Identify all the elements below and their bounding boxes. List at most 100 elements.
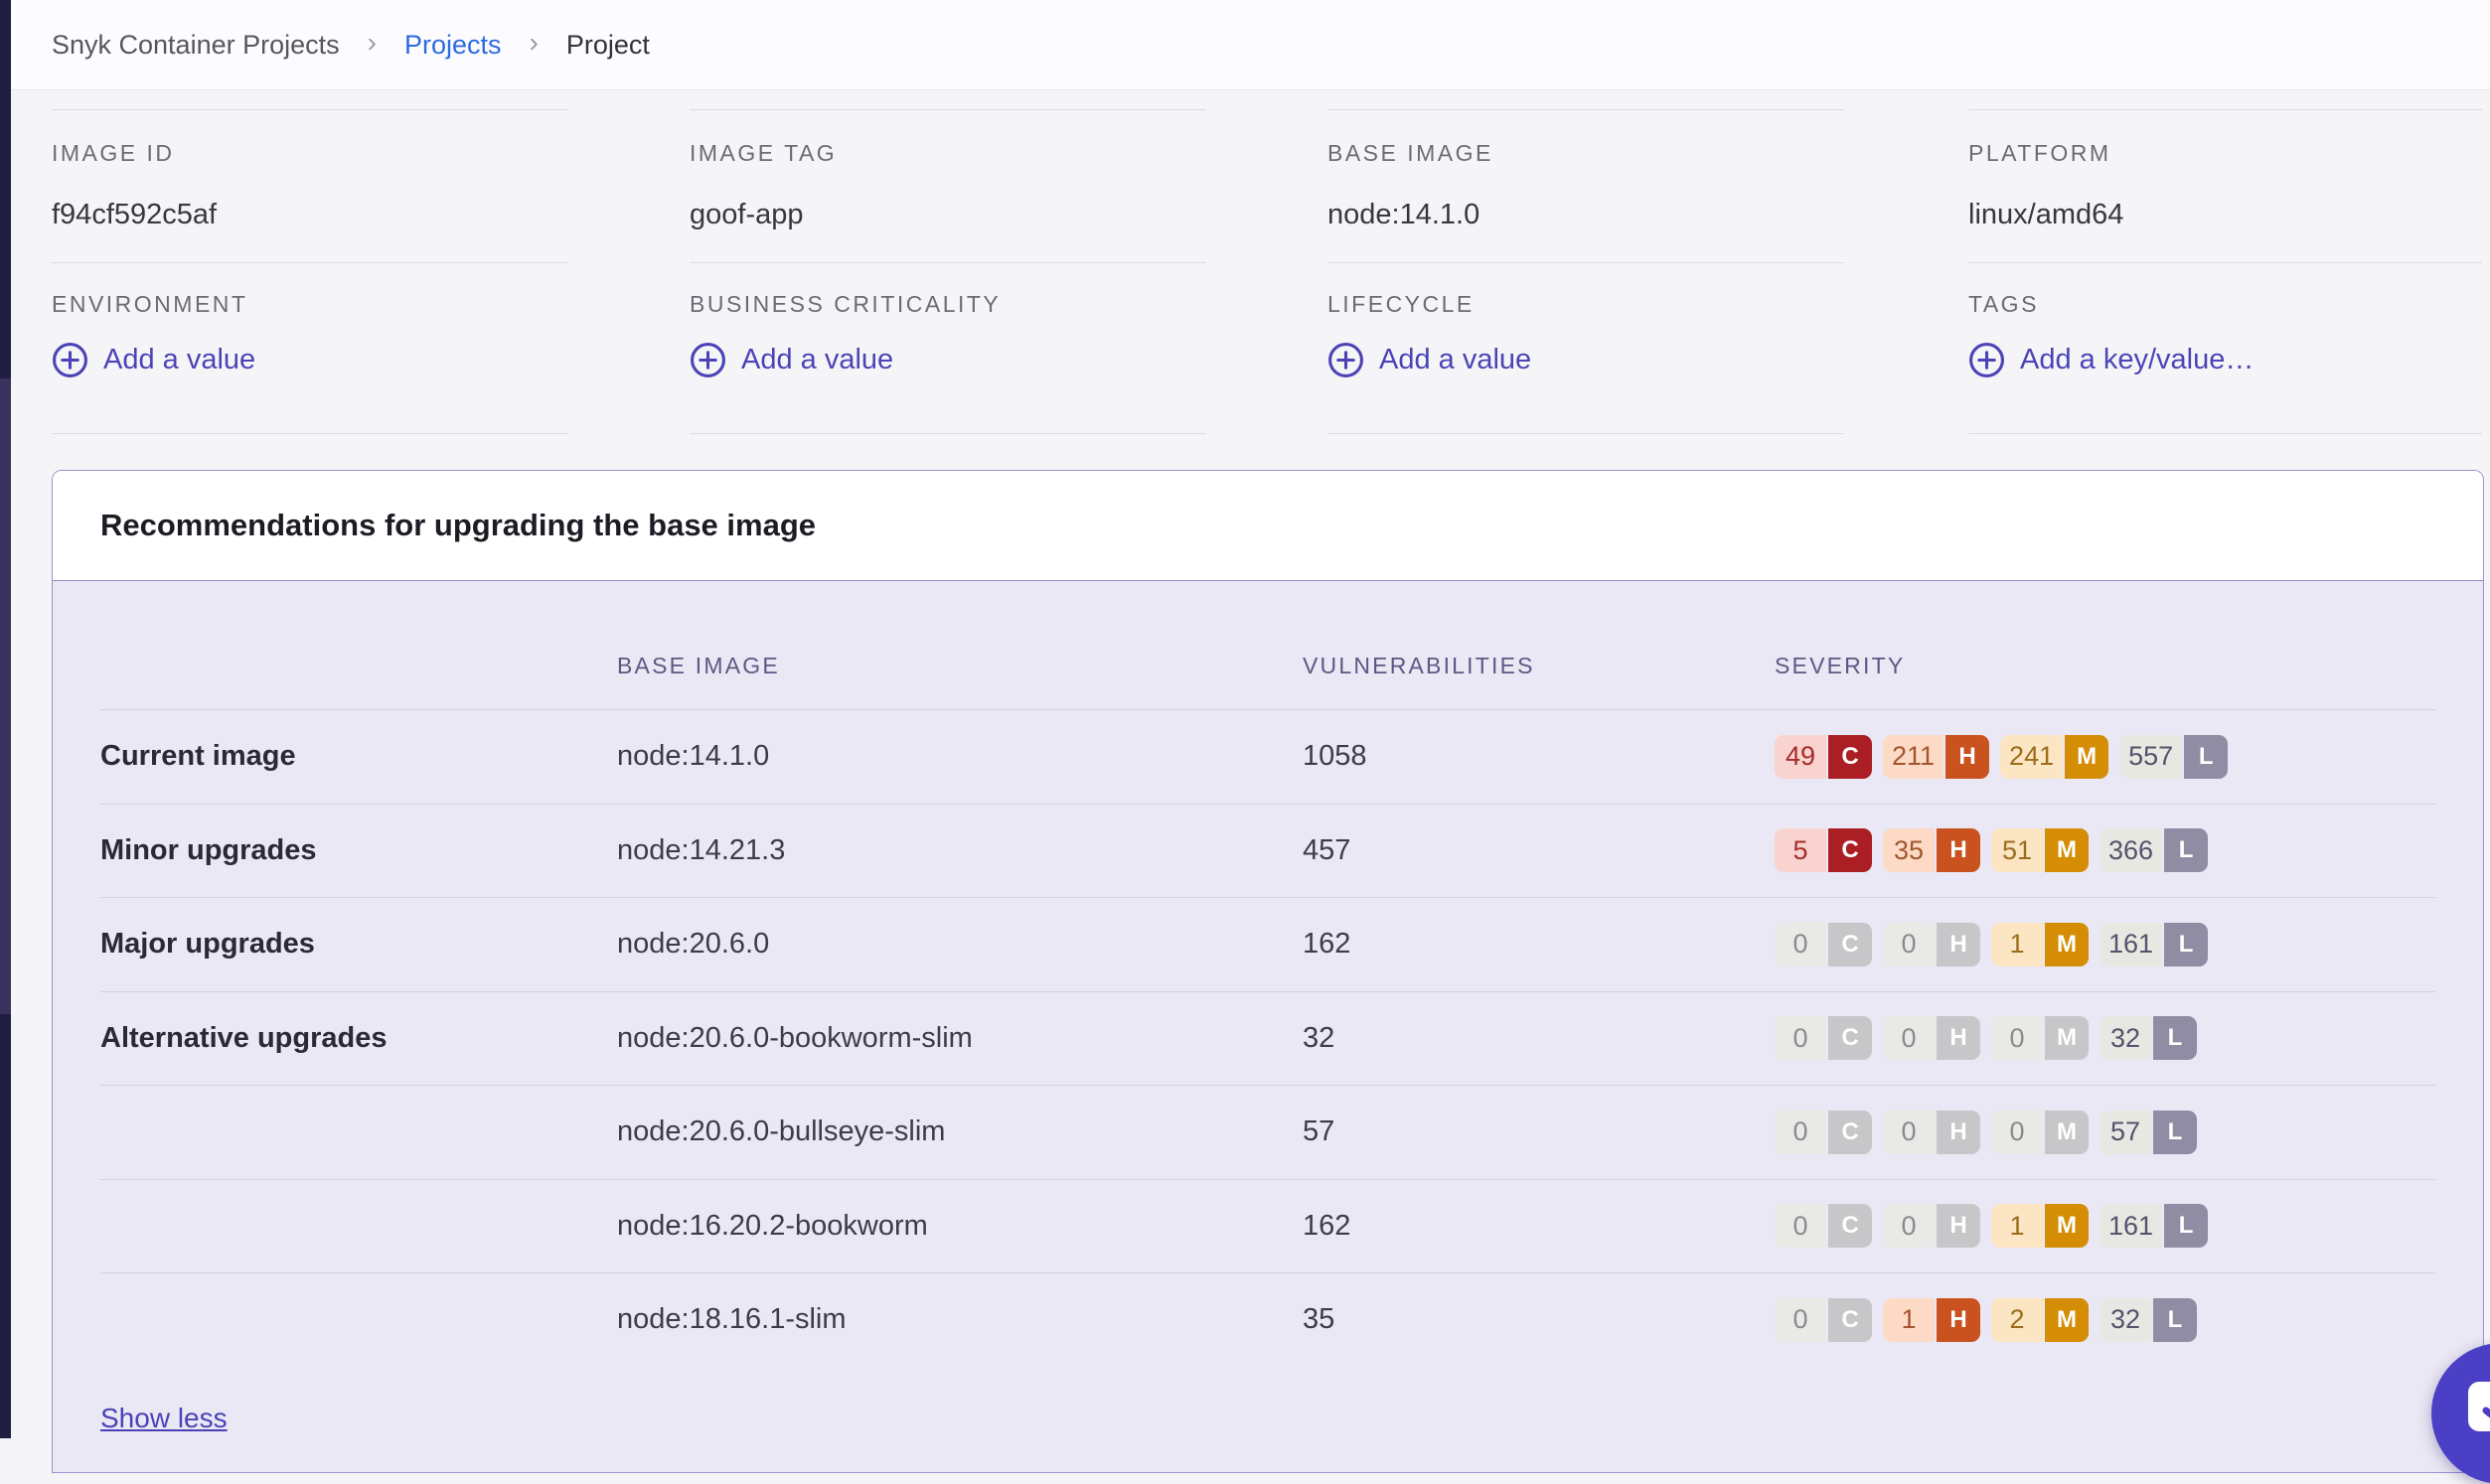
plus-circle-icon [1969,343,2004,377]
row-group-label: Major upgrades [100,928,315,961]
severity-letter-icon: M [2045,1016,2089,1061]
sidebar-scrollbar-thumb[interactable] [0,378,11,1014]
table-row: Major upgrades node:20.6.0 162 0 C 0 H 1 M 161 L [100,897,2435,991]
add-lifecycle-button[interactable]: Add a value [1327,342,1531,378]
severity-letter-icon: L [2153,1297,2197,1342]
recommendations-card: Recommendations for upgrading the base i… [52,470,2484,1473]
add-value-label: Add a value [741,344,894,375]
row-base-image: node:20.6.0-bullseye-slim [617,1115,946,1148]
breadcrumb-item-projects[interactable]: Projects [403,29,502,60]
field-label: BUSINESS CRITICALITY [690,291,1002,317]
row-vulnerability-count: 32 [1303,1021,1335,1054]
severity-letter-icon: M [2065,734,2109,779]
severity-count: 241 [2000,734,2064,779]
severity-letter-icon: M [2045,1110,2089,1154]
row-group-label: Alternative upgrades [100,1021,388,1054]
field-image-tag: IMAGE TAG goof-app [690,109,1206,263]
severity-letter-icon: L [2164,828,2209,873]
row-vulnerability-count: 57 [1303,1115,1335,1148]
show-less-link[interactable]: Show less [100,1402,228,1433]
table-row: node:16.20.2-bookworm 162 0 C 0 H 1 M 161 L [100,1178,2435,1273]
row-base-image: node:20.6.0-bookworm-slim [617,1021,973,1054]
chevron-right-icon: › [529,27,539,58]
field-environment: ENVIRONMENT Add a value [52,291,568,434]
severity-count: 0 [1775,1297,1826,1342]
severity-count: 0 [1775,1016,1826,1061]
recommendations-card-header: Recommendations for upgrading the base i… [53,471,2483,581]
field-label: ENVIRONMENT [52,291,248,317]
severity-letter-icon: C [1828,1110,1872,1154]
row-severity-badges: 0 C 0 H 0 M 57 L [1775,1110,2435,1154]
field-label: TAGS [1968,291,2039,317]
row-base-image: node:14.1.0 [617,740,770,773]
severity-letter-icon: C [1828,828,1872,873]
breadcrumb: Snyk Container Projects › Projects › Pro… [52,0,650,89]
severity-badge-high: 35 H [1883,828,1980,873]
row-severity-badges: 0 C 0 H 0 M 32 L [1775,1016,2435,1061]
column-header-vulnerabilities: VULNERABILITIES [1303,653,1535,678]
severity-count: 35 [1883,828,1935,873]
severity-letter-icon: C [1828,1016,1872,1061]
table-row: Current image node:14.1.0 1058 49 C 211 H 241 M 5… [100,709,2435,804]
severity-badge-medium: 241 M [2000,734,2109,779]
severity-count: 0 [1775,922,1826,966]
severity-letter-icon: M [2045,1297,2089,1342]
severity-count: 0 [1991,1110,2043,1154]
add-environment-value-button[interactable]: Add a value [52,342,255,378]
severity-count: 0 [1991,1016,2043,1061]
severity-count: 5 [1775,828,1826,873]
severity-letter-icon: L [2184,734,2229,779]
row-vulnerability-count: 457 [1303,833,1351,866]
severity-letter-icon: H [1945,734,1990,779]
row-vulnerability-count: 162 [1303,1209,1351,1242]
field-label: IMAGE ID [52,140,175,166]
severity-count: 49 [1775,734,1826,779]
severity-count: 2 [1991,1297,2043,1342]
field-business-criticality: BUSINESS CRITICALITY Add a value [690,291,1206,434]
chevron-right-icon: › [367,27,377,58]
row-severity-badges: 0 C 0 H 1 M 161 L [1775,1204,2435,1249]
row-severity-badges: 0 C 1 H 2 M 32 L [1775,1297,2435,1342]
severity-letter-icon: C [1828,1204,1872,1249]
row-severity-badges: 49 C 211 H 241 M 557 L [1775,734,2435,779]
field-image-id: IMAGE ID f94cf592c5af [52,109,568,263]
field-tags: TAGS Add a key/value… [1968,291,2482,434]
row-base-image: node:14.21.3 [617,833,786,866]
table-header-row: BASE IMAGE VULNERABILITIES SEVERITY [100,581,2435,709]
field-label: IMAGE TAG [690,140,838,166]
severity-letter-icon: L [2164,1204,2209,1249]
severity-count: 57 [2100,1110,2151,1154]
severity-count: 0 [1883,1016,1935,1061]
severity-count: 161 [2100,1204,2163,1249]
severity-badge-medium: 51 M [1991,828,2089,873]
plus-circle-icon [691,343,725,377]
add-tag-button[interactable]: Add a key/value… [1968,342,2254,378]
severity-count: 0 [1883,1204,1935,1249]
add-value-label: Add a key/value… [2020,344,2255,375]
severity-count: 51 [1991,828,2043,873]
field-label: LIFECYCLE [1327,291,1475,317]
severity-count: 1 [1991,1204,2043,1249]
add-value-label: Add a value [1379,344,1532,375]
severity-count: 32 [2100,1016,2151,1061]
table-row: Alternative upgrades node:20.6.0-bookworm… [100,990,2435,1086]
severity-badge-low: 161 L [2100,1204,2209,1249]
severity-count: 1 [1883,1297,1935,1342]
severity-letter-icon: H [1937,828,1980,873]
severity-count: 1 [1991,922,2043,966]
row-vulnerability-count: 1058 [1303,740,1367,773]
severity-letter-icon: M [2045,828,2089,873]
row-base-image: node:20.6.0 [617,928,770,961]
add-business-criticality-button[interactable]: Add a value [690,342,893,378]
severity-count: 161 [2100,922,2163,966]
breadcrumb-item-project: Project [565,29,650,60]
